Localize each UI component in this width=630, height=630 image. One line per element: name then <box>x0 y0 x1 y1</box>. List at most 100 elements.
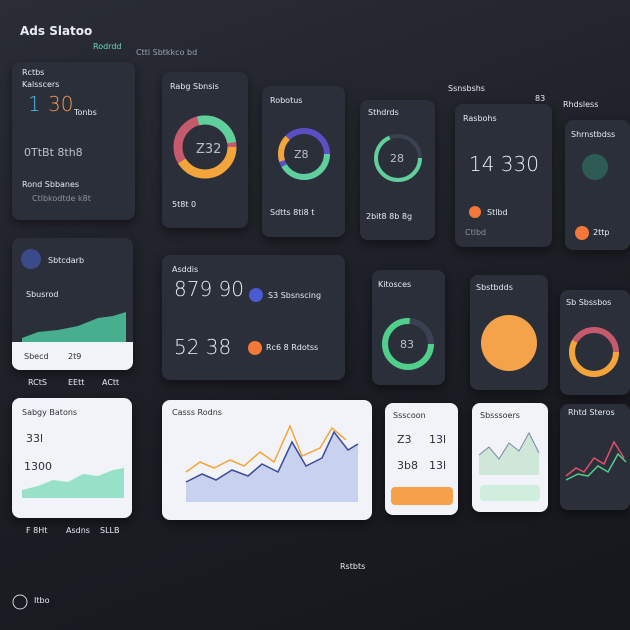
card: Rabg Sbnsis Z32 5t8t 0 <box>162 72 248 228</box>
big-number: 1 <box>28 92 41 116</box>
donut <box>278 128 330 180</box>
line-chart <box>185 424 359 502</box>
donut <box>382 318 434 370</box>
shape <box>478 431 540 460</box>
card: Sbstbdds <box>470 275 548 390</box>
card-title: Rctbs <box>22 68 45 77</box>
big-number: 14 330 <box>469 152 539 176</box>
summary-bar: Sbecd 2t9 <box>12 342 133 370</box>
shape <box>565 440 625 477</box>
card: Rctbs Kalsscers 1 30 Tonbs 0TtBt 8th8 Ro… <box>12 62 135 220</box>
footnote: 2ttp <box>593 228 610 237</box>
card-title: Ssscoon <box>393 411 426 420</box>
icon <box>21 249 41 269</box>
shape <box>569 327 619 377</box>
big-number: 879 90 <box>174 277 244 301</box>
icon <box>248 341 262 355</box>
cell: Z3 <box>397 433 412 446</box>
card-title: Casss Rodns <box>172 408 222 417</box>
card: Sbtcdarb Sbecd 2t9 Sbusrod <box>12 238 133 370</box>
footnote: Ctlbd <box>465 228 487 237</box>
shape <box>278 128 330 180</box>
cell: 13l <box>429 433 447 446</box>
shape <box>21 249 41 269</box>
card: Rasbohs 14 330 Stlbd Ctlbd <box>455 104 552 247</box>
value: 33l <box>26 432 44 445</box>
card-subtitle: Kalsscers <box>22 80 60 89</box>
note: Rc6 8 Rdotss <box>266 343 319 352</box>
card: Asddis 879 90 S3 Sbsnscing 52 38 Rc6 8 R… <box>162 255 345 380</box>
footnote: Sdtts 8ti8 t <box>270 208 315 217</box>
card: Ssscoon Z3 13l 3b8 13l <box>385 403 458 515</box>
card: Sbsssoers <box>472 403 548 512</box>
shape <box>186 432 358 502</box>
action-button[interactable] <box>480 485 540 501</box>
axis-label: ACtt <box>102 378 120 387</box>
card-title: Robotus <box>270 96 303 105</box>
header-label: 83 <box>535 94 546 103</box>
donut <box>569 327 619 377</box>
card-title: Rabg Sbnsis <box>170 82 219 91</box>
header-label: Rhdsless <box>563 100 599 109</box>
shape <box>374 134 422 182</box>
note: S3 Sbsnscing <box>268 291 322 300</box>
cell: 3b8 <box>397 459 418 472</box>
icon <box>12 594 28 610</box>
label: Asdns <box>66 526 90 535</box>
label: Sbecd <box>24 352 49 361</box>
donut-center: 28 <box>390 152 404 165</box>
card-title: Rasbohs <box>463 114 497 123</box>
shape <box>185 430 359 483</box>
card-title: Asddis <box>172 265 199 274</box>
axis-label: EEtt <box>68 378 85 387</box>
card: Robotus Z8 Sdtts 8ti8 t <box>262 86 345 237</box>
shape <box>173 115 237 179</box>
card: Sb Sbssbos <box>560 290 630 395</box>
label: SLLB <box>100 526 120 535</box>
shape <box>278 128 330 180</box>
shape <box>249 288 263 302</box>
big-number: 1300 <box>24 460 52 473</box>
orb <box>481 315 537 371</box>
card-title: Sabgy Batons <box>22 408 78 417</box>
big-number: 30 <box>48 92 74 116</box>
icon <box>582 154 608 180</box>
tab[interactable]: Rodrdd <box>93 42 122 51</box>
shape <box>22 312 126 348</box>
footnote: 5t8t 0 <box>172 200 197 209</box>
footer-label[interactable]: Rstbts <box>340 562 366 571</box>
value: 0TtBt 8th8 <box>24 146 83 159</box>
action-button[interactable] <box>391 487 453 505</box>
shape <box>12 594 28 610</box>
subtitle: Sbusrod <box>26 290 59 299</box>
shape <box>575 226 589 240</box>
label: Rond Sbbanes <box>22 180 80 189</box>
area-chart <box>22 312 126 348</box>
value: 2t9 <box>68 352 82 361</box>
card-title: Sb Sbssbos <box>566 298 612 307</box>
shape <box>382 318 434 370</box>
card-title: Sbsssoers <box>480 411 520 420</box>
donut-center: 83 <box>400 338 414 351</box>
card-title: Kitosces <box>378 280 412 289</box>
app-title: Ads Slatoo <box>20 24 93 38</box>
shape <box>469 206 481 218</box>
footnote: Stlbd <box>487 208 508 217</box>
tab[interactable]: Ctti Sbtkkco bd <box>136 48 198 57</box>
shape <box>173 115 237 179</box>
card-title: Rhtd Steros <box>568 408 615 417</box>
footnote: 2bit8 8b 8g <box>366 212 413 221</box>
footnote: Ctlbkodtde k8t <box>32 194 91 203</box>
note: Tonbs <box>74 108 97 117</box>
shape <box>565 452 627 481</box>
icon <box>249 288 263 302</box>
card: Sabgy Batons 33l 1300 <box>12 398 132 518</box>
footer-label: Itbo <box>34 596 50 605</box>
shape <box>22 468 124 498</box>
big-number: 52 38 <box>174 335 232 359</box>
line-chart <box>565 440 627 481</box>
card: Rhtd Steros <box>560 404 630 510</box>
axis-label: RCtS <box>28 378 47 387</box>
donut <box>173 115 237 179</box>
